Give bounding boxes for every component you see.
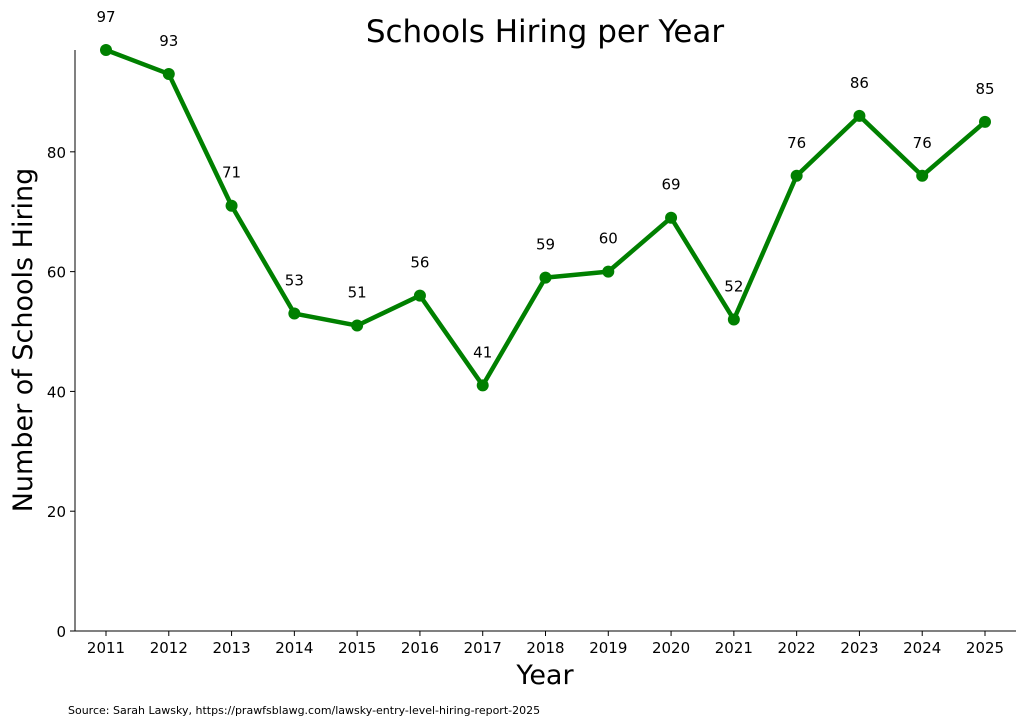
data-point <box>162 67 175 80</box>
x-tick-label: 2017 <box>464 639 502 657</box>
data-label: 76 <box>913 134 932 152</box>
series <box>100 44 991 392</box>
series-line <box>103 47 988 388</box>
x-tick-label: 2014 <box>275 639 313 657</box>
data-point <box>351 319 364 332</box>
y-axis-title: Number of Schools Hiring <box>8 168 39 513</box>
y-tick-label: 60 <box>47 264 66 282</box>
data-label: 53 <box>285 272 304 290</box>
x-tick-label: 2015 <box>338 639 376 657</box>
x-tick-label: 2025 <box>966 639 1004 657</box>
x-tick-label: 2021 <box>715 639 753 657</box>
x-tick-label: 2024 <box>903 639 941 657</box>
x-tick-label: 2013 <box>212 639 250 657</box>
data-label: 59 <box>536 236 555 254</box>
x-tick-label: 2011 <box>87 639 125 657</box>
x-tick-label: 2020 <box>652 639 690 657</box>
x-tick-label: 2019 <box>589 639 627 657</box>
data-point <box>100 44 112 56</box>
source-note: Source: Sarah Lawsky, https://prawfsblaw… <box>68 704 540 717</box>
data-label: 69 <box>662 176 681 194</box>
axes <box>74 50 1016 632</box>
data-label: 93 <box>159 32 178 50</box>
data-point <box>602 265 615 278</box>
x-tick-label: 2023 <box>840 639 878 657</box>
x-tick-label: 2016 <box>401 639 439 657</box>
data-point <box>539 271 552 284</box>
data-label: 60 <box>599 230 618 248</box>
data-label: 51 <box>348 284 367 302</box>
x-tick-label: 2022 <box>778 639 816 657</box>
data-label: 56 <box>410 254 429 272</box>
data-point <box>288 307 301 320</box>
y-tick-label: 80 <box>47 144 66 162</box>
ticks: 0 20 40 60 80 2011 2012 2013 2014 2015 2016 2017 201… <box>47 144 1004 657</box>
data-label: 71 <box>222 164 241 182</box>
data-point <box>790 169 803 182</box>
data-point <box>476 379 489 392</box>
y-tick-label: 20 <box>47 503 66 521</box>
data-labels: 97 93 71 53 51 56 41 59 60 69 52 76 86 76 85 <box>96 8 994 361</box>
data-label: 86 <box>850 74 869 92</box>
chart-title: Schools Hiring per Year <box>366 14 725 50</box>
data-label: 97 <box>96 8 115 26</box>
data-point <box>225 199 238 212</box>
data-label: 85 <box>975 80 994 98</box>
data-point <box>979 115 991 128</box>
data-point <box>916 169 929 182</box>
y-tick-label: 40 <box>47 383 66 401</box>
data-label: 76 <box>787 134 806 152</box>
data-point <box>413 289 426 302</box>
y-tick-label: 0 <box>56 623 66 641</box>
data-label: 52 <box>724 278 743 296</box>
data-label: 41 <box>473 343 492 361</box>
data-point <box>853 109 866 122</box>
x-tick-label: 2018 <box>526 639 564 657</box>
data-point <box>727 313 740 326</box>
x-tick-label: 2012 <box>150 639 188 657</box>
x-axis-title: Year <box>515 660 574 691</box>
data-point <box>665 211 678 224</box>
